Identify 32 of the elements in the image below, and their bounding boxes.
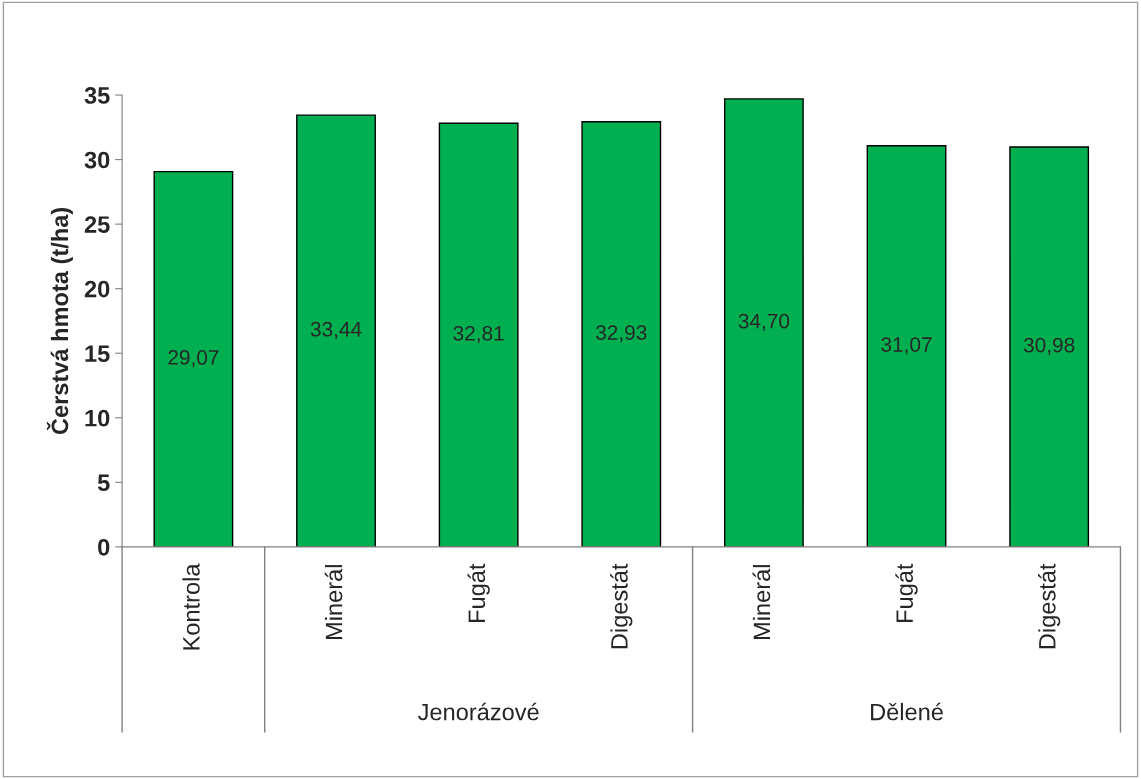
x-tick-label: Minerál xyxy=(324,565,343,639)
data-label: 32,93 xyxy=(596,325,647,343)
bar xyxy=(153,170,234,547)
y-axis-title: Čerstvá hmota (t/ha) xyxy=(46,207,73,435)
text: Dělené xyxy=(871,702,943,721)
x-tick-label: Minerál xyxy=(752,565,771,639)
bar xyxy=(296,114,376,547)
data-label: 32,81 xyxy=(453,325,504,344)
bar xyxy=(1009,146,1090,547)
data-label: 29,07 xyxy=(168,350,219,368)
y-tick-label: 10 xyxy=(85,409,110,427)
y-tick-label: 35 xyxy=(84,87,110,104)
data-label: 33,44 xyxy=(310,321,362,340)
bar xyxy=(723,98,804,547)
y-tick-label: 25 xyxy=(84,216,110,233)
x-tick-label: Digestát xyxy=(1038,563,1061,649)
bar xyxy=(866,145,947,547)
y-tick-label: 0 xyxy=(98,538,110,556)
x-tick-label: Fugát xyxy=(467,563,490,622)
text: Jenorázové xyxy=(417,702,539,721)
y-tick-label: 30 xyxy=(84,151,110,169)
bar xyxy=(438,122,519,547)
x-tick-label: Digestát xyxy=(610,563,633,649)
data-label: 30,98 xyxy=(1023,337,1075,355)
data-label: 31,07 xyxy=(881,337,932,355)
data-label: 34,70 xyxy=(738,313,790,331)
bar xyxy=(581,121,662,547)
y-tick-label: 15 xyxy=(85,345,110,363)
y-tick-label: 5 xyxy=(97,474,110,492)
x-tick-label: Fugát xyxy=(895,563,918,622)
x-tick-label: Kontrola xyxy=(182,563,200,650)
y-tick-label: 20 xyxy=(84,280,110,298)
